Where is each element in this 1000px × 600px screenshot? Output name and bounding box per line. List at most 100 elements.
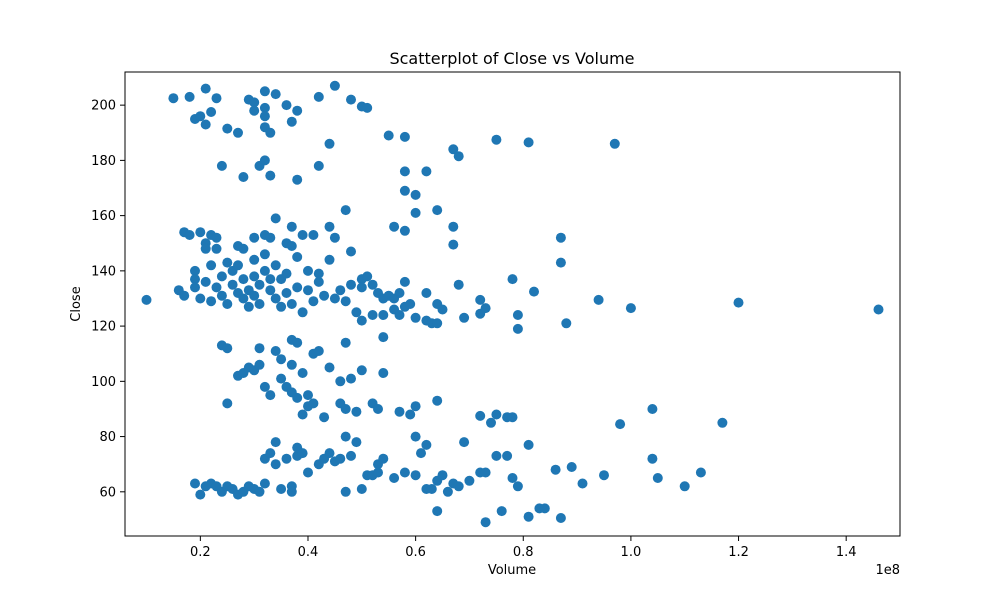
data-point (340, 296, 351, 307)
data-point (491, 134, 502, 145)
data-point (238, 172, 249, 182)
data-point (561, 318, 572, 329)
data-point (259, 155, 270, 166)
data-point (179, 290, 190, 301)
data-point (259, 86, 270, 97)
data-point (502, 450, 513, 461)
data-point (233, 260, 243, 271)
data-point (329, 232, 340, 243)
data-point (297, 448, 308, 459)
data-point (512, 323, 523, 334)
data-point (292, 105, 303, 116)
data-point (190, 282, 200, 293)
data-point (259, 265, 270, 276)
data-point (432, 395, 443, 406)
data-point (254, 299, 265, 309)
data-point (432, 506, 443, 517)
data-point (346, 450, 356, 461)
x-tick-label: 1.4 (836, 545, 857, 560)
data-point (652, 473, 663, 483)
data-point (292, 392, 303, 403)
data-point (270, 293, 281, 304)
y-tick-label: 140 (91, 264, 116, 279)
data-point (733, 297, 744, 308)
data-point (459, 312, 470, 323)
data-point (190, 274, 200, 285)
data-point (523, 137, 534, 148)
data-point (216, 290, 227, 301)
data-point (292, 174, 303, 185)
data-point (873, 304, 884, 315)
data-point (292, 282, 303, 293)
data-point (335, 453, 346, 464)
data-point (324, 254, 335, 265)
data-point (324, 221, 335, 232)
data-point (416, 448, 426, 459)
data-point (378, 332, 389, 343)
data-point (276, 354, 287, 365)
data-point (437, 304, 448, 315)
data-point (313, 91, 324, 102)
data-point (340, 404, 351, 414)
data-point (292, 252, 303, 262)
data-point (356, 484, 367, 494)
y-tick-label: 180 (91, 154, 116, 169)
data-point (399, 276, 410, 287)
data-point (265, 127, 276, 138)
data-point (195, 111, 206, 122)
plot-area-frame (124, 71, 901, 537)
data-point (459, 437, 470, 448)
data-point (529, 286, 539, 297)
data-point (647, 404, 658, 414)
data-point (399, 185, 410, 196)
data-point (270, 437, 281, 448)
data-point (421, 439, 432, 450)
data-point (453, 151, 464, 162)
data-point (168, 93, 179, 104)
data-point (351, 437, 362, 448)
data-point (512, 310, 523, 320)
data-point (313, 160, 324, 171)
data-point (464, 475, 475, 486)
data-point (254, 359, 265, 370)
data-point (367, 279, 378, 290)
data-point (303, 467, 313, 478)
data-point (254, 486, 265, 497)
data-point (507, 412, 518, 423)
data-point (448, 239, 459, 250)
data-point (265, 170, 276, 181)
data-point (238, 243, 249, 254)
data-point (216, 160, 227, 171)
data-point (190, 478, 200, 489)
data-point (281, 288, 292, 298)
data-point (270, 213, 281, 224)
data-point (335, 376, 346, 387)
data-point (695, 467, 706, 478)
data-point (259, 478, 270, 489)
data-point (550, 464, 561, 475)
data-point (486, 417, 496, 428)
data-point (577, 478, 588, 489)
data-point (625, 303, 636, 314)
data-point (265, 232, 276, 243)
data-point (222, 257, 233, 268)
data-point (265, 285, 276, 296)
chart-title: Scatterplot of Close vs Volume (389, 49, 634, 68)
data-point (259, 381, 270, 392)
data-point (211, 243, 222, 254)
data-point (378, 453, 389, 464)
data-point (276, 301, 287, 312)
data-point (211, 232, 222, 243)
data-point (222, 299, 233, 309)
data-point (507, 274, 518, 285)
data-point (222, 343, 233, 354)
data-point (324, 138, 335, 149)
data-point (432, 205, 443, 216)
data-point (340, 431, 351, 442)
data-point (475, 294, 486, 305)
x-axis-label: Volume (488, 563, 536, 578)
data-point (324, 362, 335, 373)
data-point (249, 97, 260, 108)
data-point (480, 517, 491, 528)
data-point (313, 268, 324, 279)
